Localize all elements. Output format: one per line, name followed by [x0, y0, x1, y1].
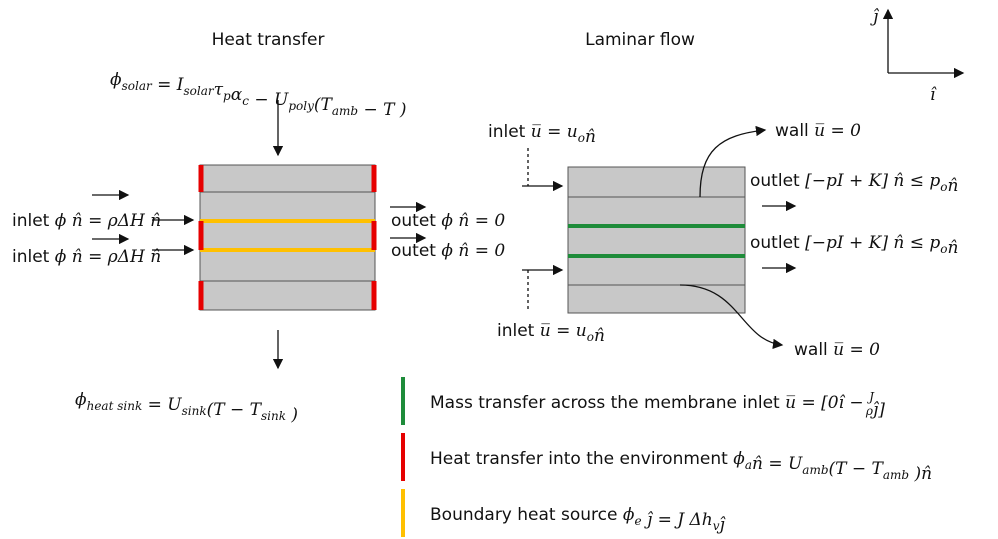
label: inlet [12, 211, 50, 231]
equation-text: u̅ = 0 [809, 121, 861, 141]
equation-text: ϕ n̂ = ρΔH n̂ [49, 247, 161, 267]
heading: Laminar flow [585, 30, 695, 50]
subscript: o [578, 131, 585, 145]
subscript: solar [184, 84, 215, 98]
fraction-numerator: J [866, 390, 875, 404]
equation-text: ϕ n̂ = ρΔH n̂ [49, 211, 161, 231]
laminar-flow-block [522, 125, 797, 350]
inlet-bc: inlet ϕ n̂ = ρΔH n̂ [12, 247, 161, 267]
axis-label: ĵ [870, 7, 880, 27]
solar-equation: ϕsolar = Isolarτpαc − Upoly(Tamb − T ) [110, 70, 407, 120]
equation-text: = I [152, 75, 184, 95]
wall-bc: wall u̅ = 0 [794, 340, 880, 360]
inlet-bc: inlet ϕ n̂ = ρΔH n̂ [12, 211, 161, 231]
equation-text: u̅ = u [525, 122, 577, 142]
label: Heat transfer into the environment [430, 449, 728, 469]
label: inlet [497, 321, 535, 341]
subscript: solar [122, 79, 153, 93]
label: inlet [488, 122, 526, 142]
equation-text: )n̂ [909, 464, 932, 484]
equation-text: (T [314, 95, 334, 115]
subscript: o [940, 180, 947, 194]
axes-icon [882, 8, 965, 79]
inlet-bc: inlet u̅ = uon̂ [497, 321, 605, 346]
subscript: amb [883, 468, 909, 482]
outlet-bc: outlet [−pI + K] n̂ ≤ pon̂ [750, 233, 958, 258]
heat-sink-equation: ϕheat sink = Usink(T − Tsink ) [75, 390, 298, 425]
label: outet [391, 241, 436, 261]
label: wall [775, 121, 809, 141]
heat-transfer-block [92, 100, 427, 370]
equation-text: ĵ = J Δh [642, 510, 713, 530]
legend-entry: Heat transfer into the environment ϕan̂ … [430, 449, 932, 484]
fraction-denominator: ρ [865, 404, 873, 418]
equation-text: (T − T [829, 459, 885, 479]
equation-text: α [231, 85, 243, 105]
outlet-bc: outet ϕ n̂ = 0 [391, 211, 505, 231]
equation-text: ĵ] [870, 400, 885, 420]
equation-text: n̂ [948, 238, 959, 258]
label: Boundary heat source [430, 505, 617, 525]
label: Mass transfer across the membrane inlet [430, 393, 780, 413]
wall-bc: wall u̅ = 0 [775, 121, 861, 141]
axis-label: î [930, 85, 937, 105]
label: wall [794, 340, 828, 360]
subscript: amb [802, 463, 828, 477]
subscript: sink [182, 404, 207, 418]
legend-entry: Mass transfer across the membrane inlet … [430, 390, 885, 420]
equation-text: ϕ n̂ = 0 [436, 241, 505, 261]
subscript: c [242, 94, 249, 108]
outlet-bc: outlet [−pI + K] n̂ ≤ pon̂ [750, 171, 958, 196]
equation-text: − U [249, 90, 289, 110]
subscript: sink [261, 409, 286, 423]
label: outlet [750, 171, 800, 191]
equation-text: ϕ [75, 390, 87, 410]
outlet-bc: outet ϕ n̂ = 0 [391, 241, 505, 261]
subscript: a [745, 458, 752, 472]
legend-entry: Boundary heat source ϕe ĵ = J Δhvĵ [430, 505, 727, 535]
equation-text: u̅ = [0î − [780, 393, 869, 413]
label: outlet [750, 233, 800, 253]
equation-text: ϕ [617, 505, 634, 525]
equation-text: n̂ [948, 176, 959, 196]
equation-text: ĵ [717, 515, 727, 535]
equation-text: ϕ n̂ = 0 [436, 211, 505, 231]
equation-text: [−pI + K] n̂ ≤ p [800, 171, 941, 191]
heading: Heat transfer [212, 30, 325, 50]
equation-text: [−pI + K] n̂ ≤ p [800, 233, 941, 253]
equation-text: u̅ = u [534, 321, 586, 341]
equation-text: (T − T [207, 400, 263, 420]
subscript: v [713, 519, 720, 533]
equation-text: n̂ [585, 127, 596, 147]
label: inlet [12, 247, 50, 267]
subscript: heat sink [87, 399, 143, 413]
equation-text: ) [286, 405, 298, 425]
subscript: e [634, 514, 641, 528]
equation-text: n̂ [594, 326, 605, 346]
inlet-bc: inlet u̅ = uon̂ [488, 122, 596, 147]
equation-text: = U [142, 395, 182, 415]
subscript: amb [332, 104, 358, 118]
subscript: p [223, 89, 231, 103]
label: outet [391, 211, 436, 231]
equation-text: τ [214, 80, 224, 100]
equation-text: n̂ = U [752, 454, 803, 474]
equation-text: ϕ [110, 70, 122, 90]
subscript: o [940, 242, 947, 256]
equation-text: ϕ [728, 449, 745, 469]
equation-text: − T ) [358, 100, 406, 120]
subscript: o [587, 330, 594, 344]
subscript: poly [288, 99, 314, 113]
equation-text: u̅ = 0 [828, 340, 880, 360]
